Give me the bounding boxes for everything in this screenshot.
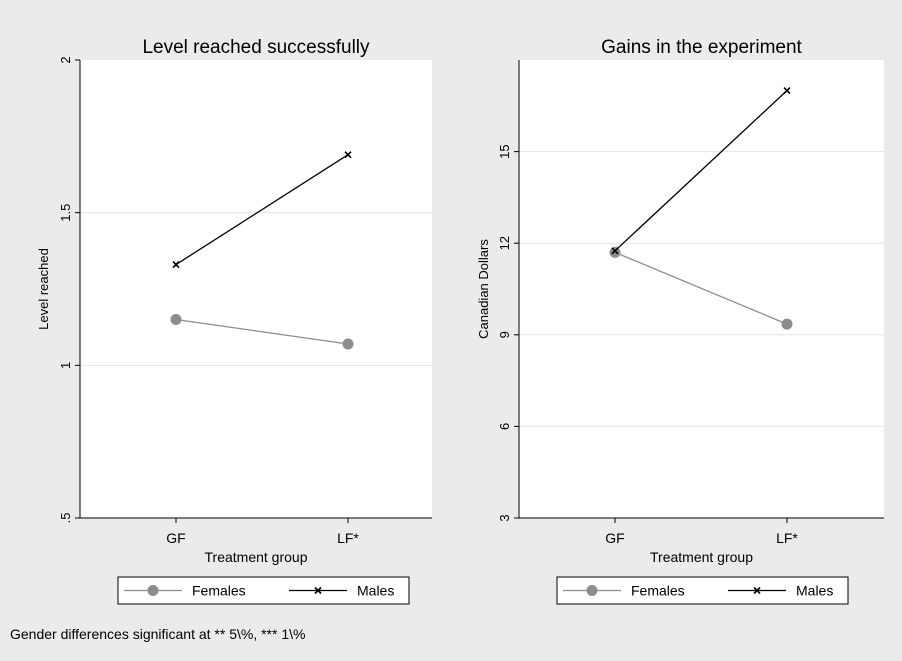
legend: Females Males: [117, 576, 410, 605]
x-axis-label: Treatment group: [650, 549, 753, 565]
y-tick-label: 12: [497, 236, 512, 250]
data-point-females: [342, 338, 354, 350]
y-tick-label: .5: [58, 513, 73, 524]
footnote: Gender differences significant at ** 5\%…: [10, 626, 305, 642]
data-point-males: [611, 247, 619, 255]
x-axis-label: Treatment group: [205, 549, 308, 565]
y-tick-label: 3: [497, 514, 512, 521]
data-point-males: [344, 151, 352, 159]
y-axis-label: Canadian Dollars: [476, 239, 491, 339]
data-point-females: [781, 318, 793, 330]
plot-area: [80, 60, 432, 518]
y-tick-label: 1: [58, 362, 73, 369]
data-point-males: [783, 86, 791, 95]
y-axis-label: Level reached: [36, 248, 51, 330]
legend-marker-females: [147, 585, 159, 596]
legend-label-females: Females: [192, 583, 246, 599]
series-line-females: [175, 318, 349, 345]
series-line-males: [614, 90, 788, 252]
y-tick-label: 15: [497, 144, 512, 158]
x-tick-label: GF: [166, 530, 185, 546]
y-tick-label: 1.5: [58, 204, 73, 222]
y-tick-label: 2: [58, 56, 73, 63]
x-tick-label: LF*: [337, 530, 359, 546]
chart-title: Gains in the experiment: [601, 37, 802, 58]
chart-title: Level reached successfully: [142, 37, 370, 58]
series-line-males: [175, 154, 349, 266]
data-point-females: [170, 314, 182, 326]
data-point-females: [609, 246, 621, 258]
x-tick-label: GF: [605, 530, 624, 546]
data-point-males: [172, 261, 180, 269]
legend-label-males: Males: [796, 583, 833, 599]
y-tick-label: 9: [497, 331, 512, 338]
y-tick-label: 6: [497, 423, 512, 430]
chart-panel-2: 3 6 9 12 15 GF LF* Gains in the experiment Treat…: [476, 37, 884, 605]
chart-panel-1: .5 1 1.5 2 GF LF* Level reached successfully Tr…: [36, 37, 432, 605]
x-tick-label: LF*: [776, 530, 798, 546]
legend-label-males: Males: [357, 583, 394, 599]
legend-marker-males: [314, 586, 322, 595]
chart-panels: .5 1 1.5 2 GF LF* Level reached successfully Tr…: [36, 37, 884, 605]
legend-marker-males: [753, 586, 761, 595]
legend-marker-females: [586, 585, 598, 596]
series-line-females: [614, 251, 788, 325]
legend-label-females: Females: [631, 583, 685, 599]
legend: Females Males: [556, 576, 849, 605]
